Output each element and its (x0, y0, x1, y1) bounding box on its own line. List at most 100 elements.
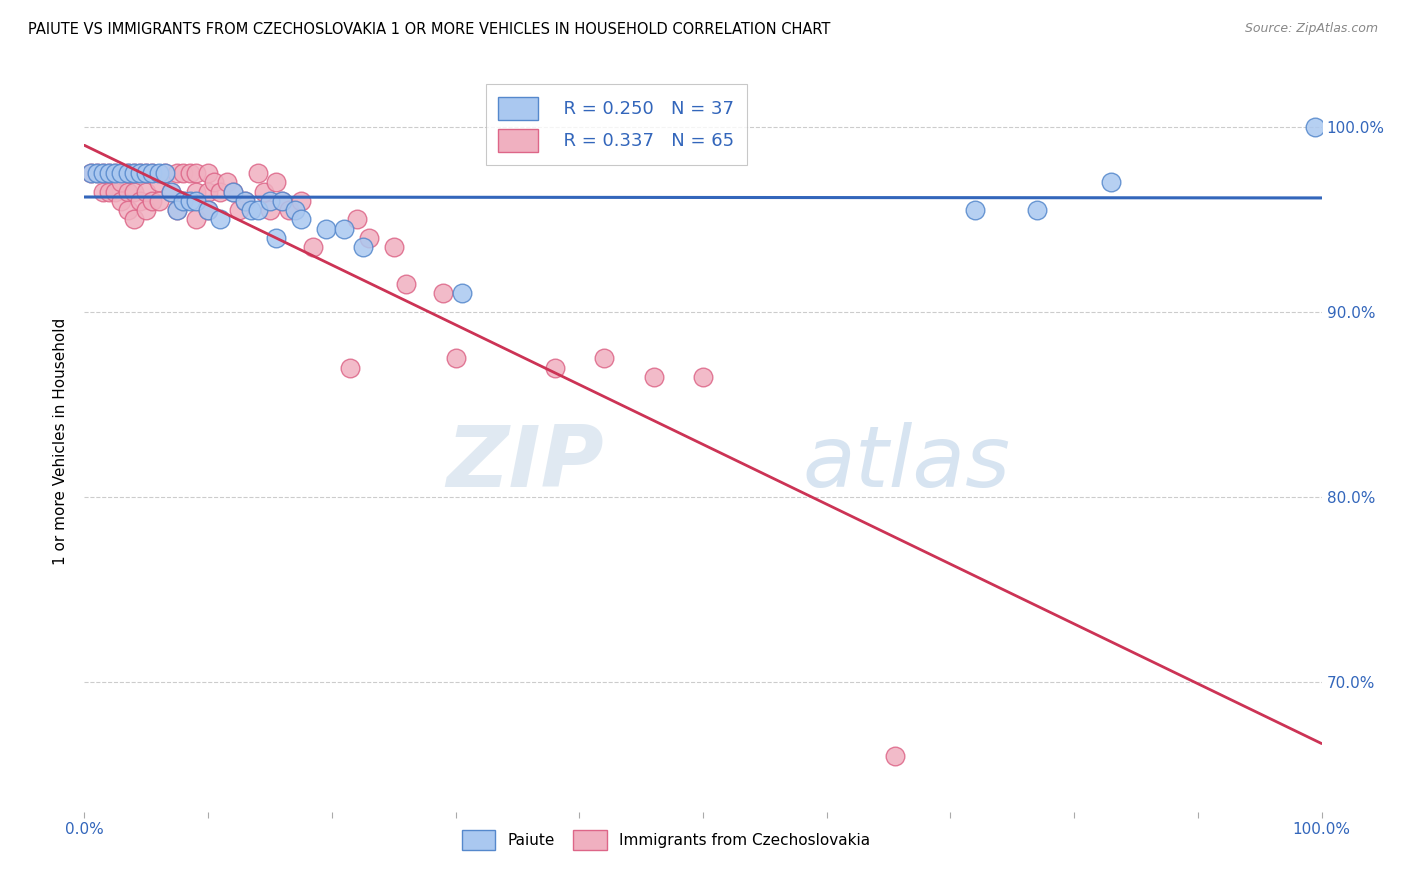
Point (172, 166, 194, 180)
Point (91, 166, 114, 180)
Point (172, 194, 194, 208)
Point (1305, 120, 1327, 134)
Point (692, 369, 714, 384)
Point (1026, 203, 1049, 218)
Point (122, 185, 145, 199)
Point (202, 175, 225, 190)
Point (284, 203, 307, 218)
Point (166, 203, 188, 218)
Point (264, 231, 287, 245)
Point (197, 203, 219, 218)
Point (357, 231, 380, 245)
Point (197, 185, 219, 199)
Point (352, 240, 374, 254)
Point (117, 166, 139, 180)
Point (160, 185, 183, 199)
Point (339, 360, 361, 375)
Point (172, 194, 194, 208)
Point (197, 203, 219, 218)
Point (382, 240, 405, 254)
Point (122, 166, 145, 180)
Point (271, 194, 294, 208)
Point (209, 185, 232, 199)
Point (122, 212, 145, 227)
Point (110, 194, 132, 208)
Point (432, 286, 454, 301)
Point (965, 203, 987, 218)
Point (197, 166, 219, 180)
Point (98, 185, 121, 199)
Point (141, 166, 163, 180)
Point (153, 166, 176, 180)
Point (166, 203, 188, 218)
Legend: Paiute, Immigrants from Czechoslovakia: Paiute, Immigrants from Czechoslovakia (456, 824, 876, 856)
Point (1099, 175, 1122, 190)
Point (246, 203, 269, 218)
Point (264, 175, 287, 190)
Point (104, 185, 127, 199)
Point (135, 203, 157, 218)
Point (98, 166, 121, 180)
Point (91, 166, 114, 180)
Point (129, 166, 152, 180)
Point (450, 286, 472, 301)
Point (233, 194, 256, 208)
Text: ZIP: ZIP (446, 422, 605, 505)
Point (166, 166, 188, 180)
Point (179, 194, 201, 208)
Point (117, 185, 139, 199)
Point (215, 175, 238, 190)
Point (179, 166, 201, 180)
Point (86, 166, 108, 180)
Point (104, 166, 127, 180)
Point (222, 185, 245, 199)
Point (153, 166, 176, 180)
Point (79, 166, 101, 180)
Point (122, 166, 145, 180)
Point (184, 212, 207, 227)
Point (259, 194, 281, 208)
Point (148, 166, 170, 180)
Point (253, 185, 276, 199)
Point (117, 203, 139, 218)
Point (79, 166, 101, 180)
Point (240, 203, 263, 218)
Point (91, 185, 114, 199)
Point (643, 369, 665, 384)
Point (302, 240, 325, 254)
Text: PAIUTE VS IMMIGRANTS FROM CZECHOSLOVAKIA 1 OR MORE VEHICLES IN HOUSEHOLD CORRELA: PAIUTE VS IMMIGRANTS FROM CZECHOSLOVAKIA… (28, 22, 831, 37)
Point (135, 166, 157, 180)
Point (110, 175, 132, 190)
Point (395, 277, 418, 292)
Point (129, 194, 152, 208)
Point (117, 166, 139, 180)
Point (883, 749, 905, 764)
Point (543, 360, 565, 375)
Point (444, 351, 467, 366)
Point (228, 203, 250, 218)
Point (141, 194, 163, 208)
Point (277, 203, 299, 218)
Point (246, 166, 269, 180)
Point (86, 166, 108, 180)
Point (184, 185, 207, 199)
Text: Source: ZipAtlas.com: Source: ZipAtlas.com (1244, 22, 1378, 36)
Point (209, 212, 232, 227)
Point (104, 166, 127, 180)
Point (148, 194, 170, 208)
Point (135, 166, 157, 180)
Point (290, 212, 312, 227)
Point (160, 185, 183, 199)
Point (346, 212, 368, 227)
Point (259, 203, 281, 218)
Y-axis label: 1 or more Vehicles in Household: 1 or more Vehicles in Household (53, 318, 69, 566)
Point (593, 351, 616, 366)
Point (98, 166, 121, 180)
Point (110, 166, 132, 180)
Point (129, 166, 152, 180)
Point (233, 194, 256, 208)
Text: atlas: atlas (801, 422, 1010, 505)
Point (135, 185, 157, 199)
Point (315, 221, 337, 235)
Point (148, 175, 170, 190)
